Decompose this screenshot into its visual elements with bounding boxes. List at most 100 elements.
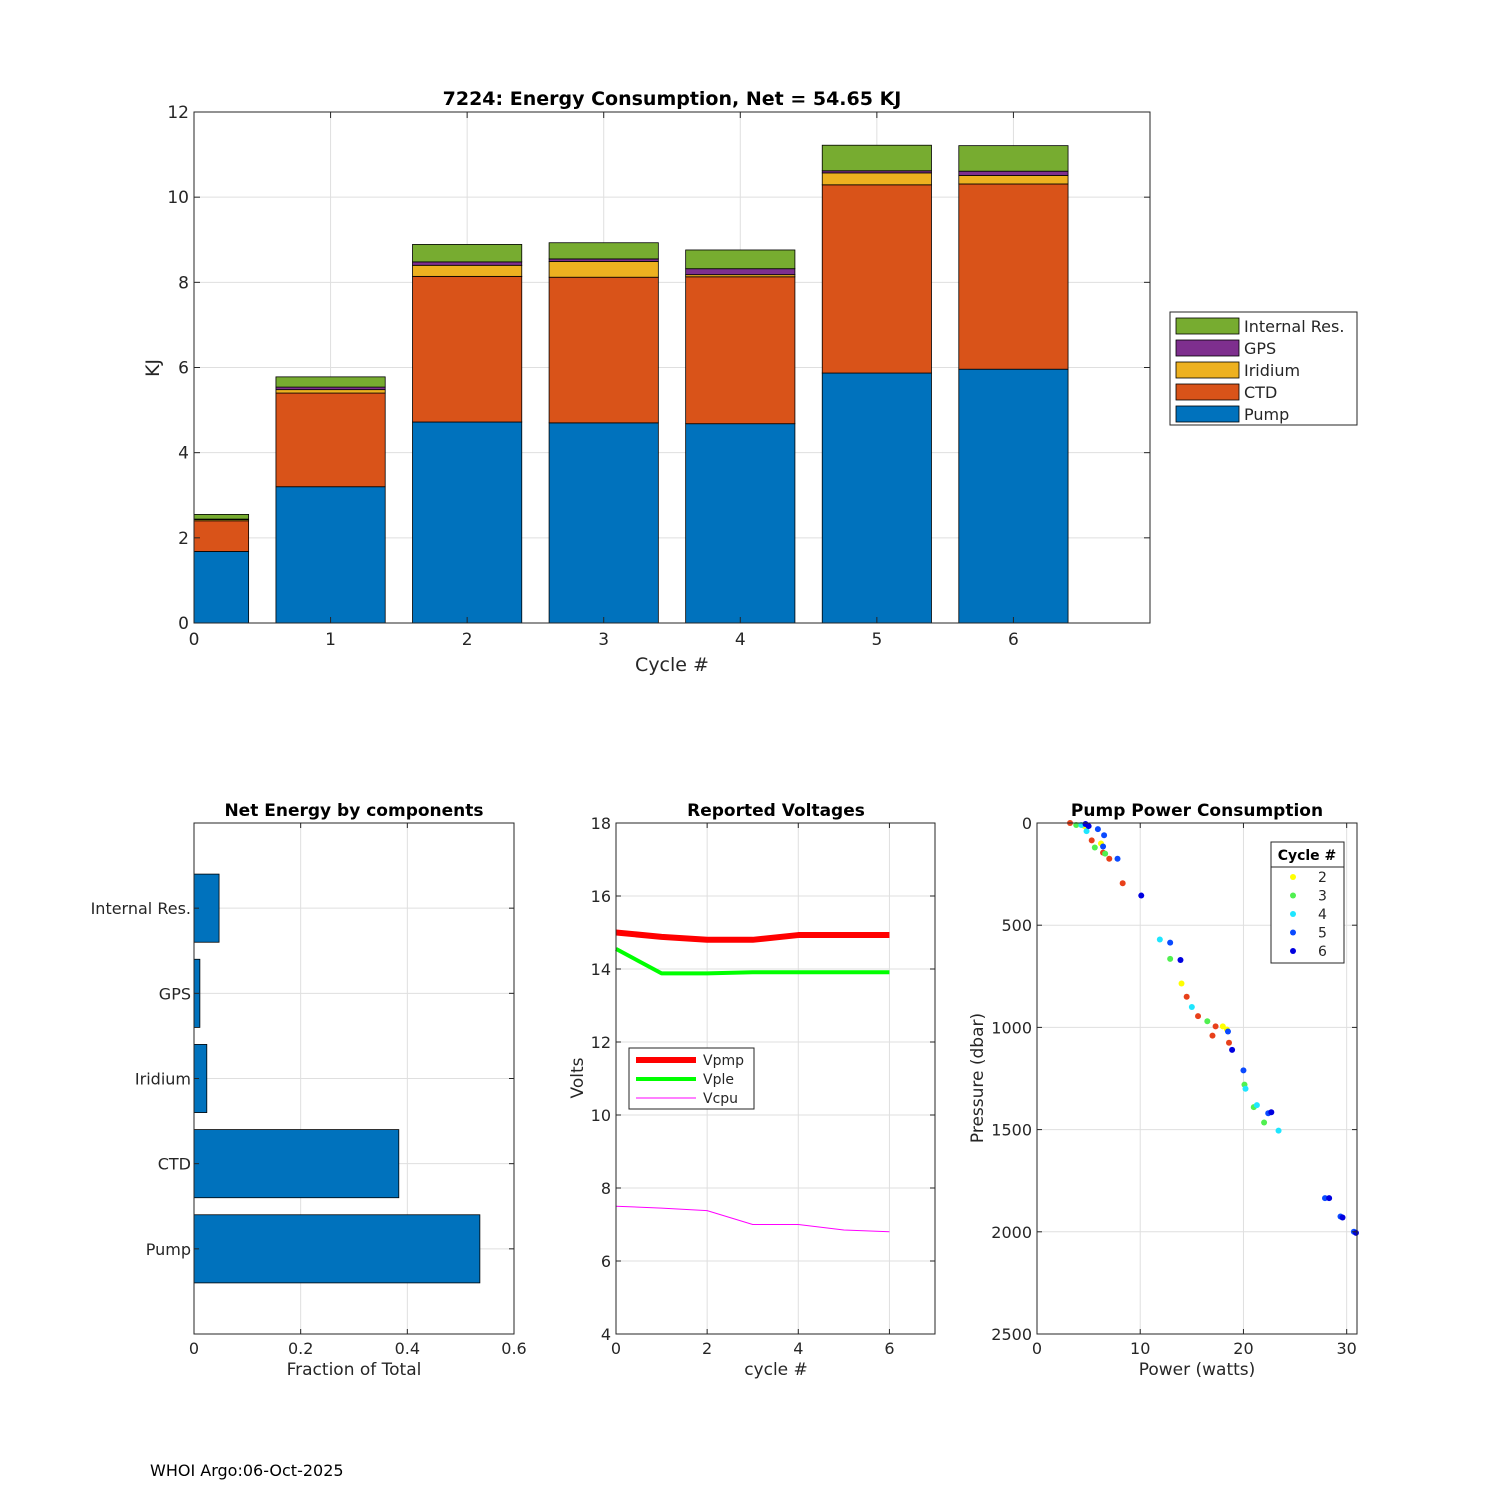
voltage-ylabel: Volts <box>568 1057 588 1098</box>
pump-legend-marker <box>1290 929 1296 936</box>
pump-point-cycle-1 <box>1212 1023 1219 1030</box>
fraction-xtick-label: 0 <box>189 1339 199 1358</box>
pump-legend-label: 6 <box>1318 944 1327 960</box>
energy-bar-ctd <box>685 276 796 425</box>
energy-ylabel: KJ <box>142 359 164 377</box>
energy-bar-internal-res- <box>412 244 523 263</box>
pump-ytick-label: 2000 <box>991 1223 1032 1242</box>
pump-xtick-label: 0 <box>1032 1339 1042 1358</box>
pump-point-cycle-4 <box>1083 828 1090 835</box>
energy-title: 7224: Energy Consumption, Net = 54.65 KJ <box>443 88 902 110</box>
pump-chart: 0 10 20 30 0 500 1000 1500 2000 2500 Pump Power C… <box>968 801 1359 1380</box>
voltage-legend: Vpmp Vple Vcpu <box>628 1047 755 1110</box>
energy-bar-pump <box>412 421 523 624</box>
energy-ytick-label: 4 <box>178 444 189 464</box>
fraction-bar <box>193 1129 400 1199</box>
pump-ytick-label: 1000 <box>991 1018 1032 1037</box>
voltage-ytick-label: 14 <box>591 960 611 979</box>
energy-xtick-label: 1 <box>325 630 336 650</box>
energy-xtick-label: 0 <box>189 630 200 650</box>
voltage-ticks: 0 2 4 6 4 6 8 10 12 14 16 18 <box>591 814 935 1358</box>
pump-point-cycle-3 <box>1261 1119 1268 1126</box>
pump-point-cycle-5 <box>1100 843 1107 850</box>
pump-point-cycle-5 <box>1322 1195 1328 1202</box>
energy-bar-iridium <box>275 389 386 394</box>
pump-point-cycle-3 <box>1167 955 1174 962</box>
energy-bar-ctd <box>275 392 386 488</box>
energy-ytick-label: 8 <box>178 273 189 293</box>
energy-ytick-label: 0 <box>178 614 189 634</box>
pump-ytick-label: 0 <box>1022 814 1032 833</box>
pump-point-cycle-3 <box>1073 822 1080 829</box>
voltage-chart: 0 2 4 6 4 6 8 10 12 14 16 18 Reported Voltages cycl… <box>568 801 936 1380</box>
voltage-line-vple <box>615 947 890 976</box>
voltage-ytick-label: 4 <box>601 1325 611 1344</box>
voltage-ytick-label: 16 <box>591 887 611 906</box>
energy-bar-gps <box>685 268 796 276</box>
pump-ytick-label: 500 <box>1001 916 1032 935</box>
pump-legend-label: 3 <box>1318 889 1327 905</box>
pump-xtick-label: 30 <box>1336 1339 1356 1358</box>
pump-point-cycle-4 <box>1188 1003 1195 1010</box>
fraction-xlabel: Fraction of Total <box>287 1360 422 1380</box>
energy-ytick-label: 2 <box>178 529 189 549</box>
voltage-xtick-label: 6 <box>884 1339 894 1358</box>
pump-point-cycle-6 <box>1177 956 1184 963</box>
voltage-xtick-label: 0 <box>611 1339 621 1358</box>
pump-point-cycle-6 <box>1229 1046 1236 1053</box>
energy-legend-swatch <box>1175 361 1240 379</box>
pump-point-cycle-5 <box>1240 1067 1247 1074</box>
fraction-category-label: Pump <box>146 1240 191 1259</box>
voltage-legend-label: Vcpu <box>703 1091 738 1107</box>
energy-legend: Internal Res. GPS Iridium CTD Pump <box>1169 311 1358 426</box>
pump-legend-marker <box>1290 948 1296 954</box>
energy-bar-internal-res- <box>685 249 796 270</box>
voltage-xtick-label: 4 <box>793 1339 803 1358</box>
pump-point-cycle-4 <box>1156 936 1163 943</box>
energy-bar-pump <box>275 486 386 624</box>
voltage-ytick-label: 10 <box>591 1106 611 1125</box>
pump-ticks: 0 10 20 30 0 500 1000 1500 2000 2500 <box>991 814 1357 1358</box>
pump-point-cycle-3 <box>1204 1018 1211 1025</box>
pump-ylabel: Pressure (dbar) <box>968 1013 988 1143</box>
fraction-xtick-label: 0.6 <box>501 1339 526 1358</box>
pump-point-cycle-5 <box>1114 855 1121 862</box>
pump-point-cycle-1 <box>1088 837 1095 844</box>
energy-bar-internal-res- <box>193 514 250 520</box>
pump-point-cycle-5 <box>1094 826 1101 833</box>
energy-ytick-label: 6 <box>178 359 189 379</box>
voltage-line-vpmp <box>615 929 890 943</box>
pump-point-cycle-4 <box>1275 1127 1282 1134</box>
energy-legend-label: Pump <box>1244 405 1289 424</box>
fraction-bars <box>193 873 481 1284</box>
energy-ytick-label: 12 <box>167 103 189 123</box>
energy-bar-internal-res- <box>958 145 1069 172</box>
pump-point-cycle-5 <box>1101 832 1108 839</box>
pump-legend-marker <box>1290 892 1296 899</box>
pump-point-cycle-4 <box>1253 1102 1260 1109</box>
fraction-category-label: Iridium <box>135 1070 191 1089</box>
pump-legend-marker <box>1290 874 1296 880</box>
fraction-title: Net Energy by components <box>224 801 483 821</box>
pump-legend-label: 2 <box>1318 870 1327 886</box>
energy-legend-swatch <box>1175 317 1240 335</box>
energy-xtick-label: 4 <box>735 630 746 650</box>
pump-point-cycle-1 <box>1226 1039 1232 1046</box>
pump-point-cycle-2 <box>1219 1023 1226 1030</box>
pump-point-cycle-1 <box>1106 855 1113 862</box>
pump-legend-label: 5 <box>1318 926 1327 942</box>
energy-bar-internal-res- <box>275 376 386 388</box>
energy-bar-pump <box>548 422 659 624</box>
voltage-ytick-label: 18 <box>591 814 611 833</box>
energy-bar-internal-res- <box>548 242 659 260</box>
energy-legend-swatch <box>1175 383 1240 401</box>
pump-point-cycle-6 <box>1268 1109 1275 1116</box>
energy-xtick-label: 5 <box>871 630 882 650</box>
energy-bar-iridium <box>412 264 523 277</box>
pump-legend-marker <box>1290 911 1296 917</box>
energy-legend-label: GPS <box>1244 339 1276 358</box>
energy-bar-ctd <box>821 184 932 374</box>
fraction-chart: 0 0.2 0.4 0.6 Pump CTD Iridium GPS Internal Res.… <box>91 801 527 1380</box>
voltage-ytick-label: 8 <box>601 1179 611 1198</box>
